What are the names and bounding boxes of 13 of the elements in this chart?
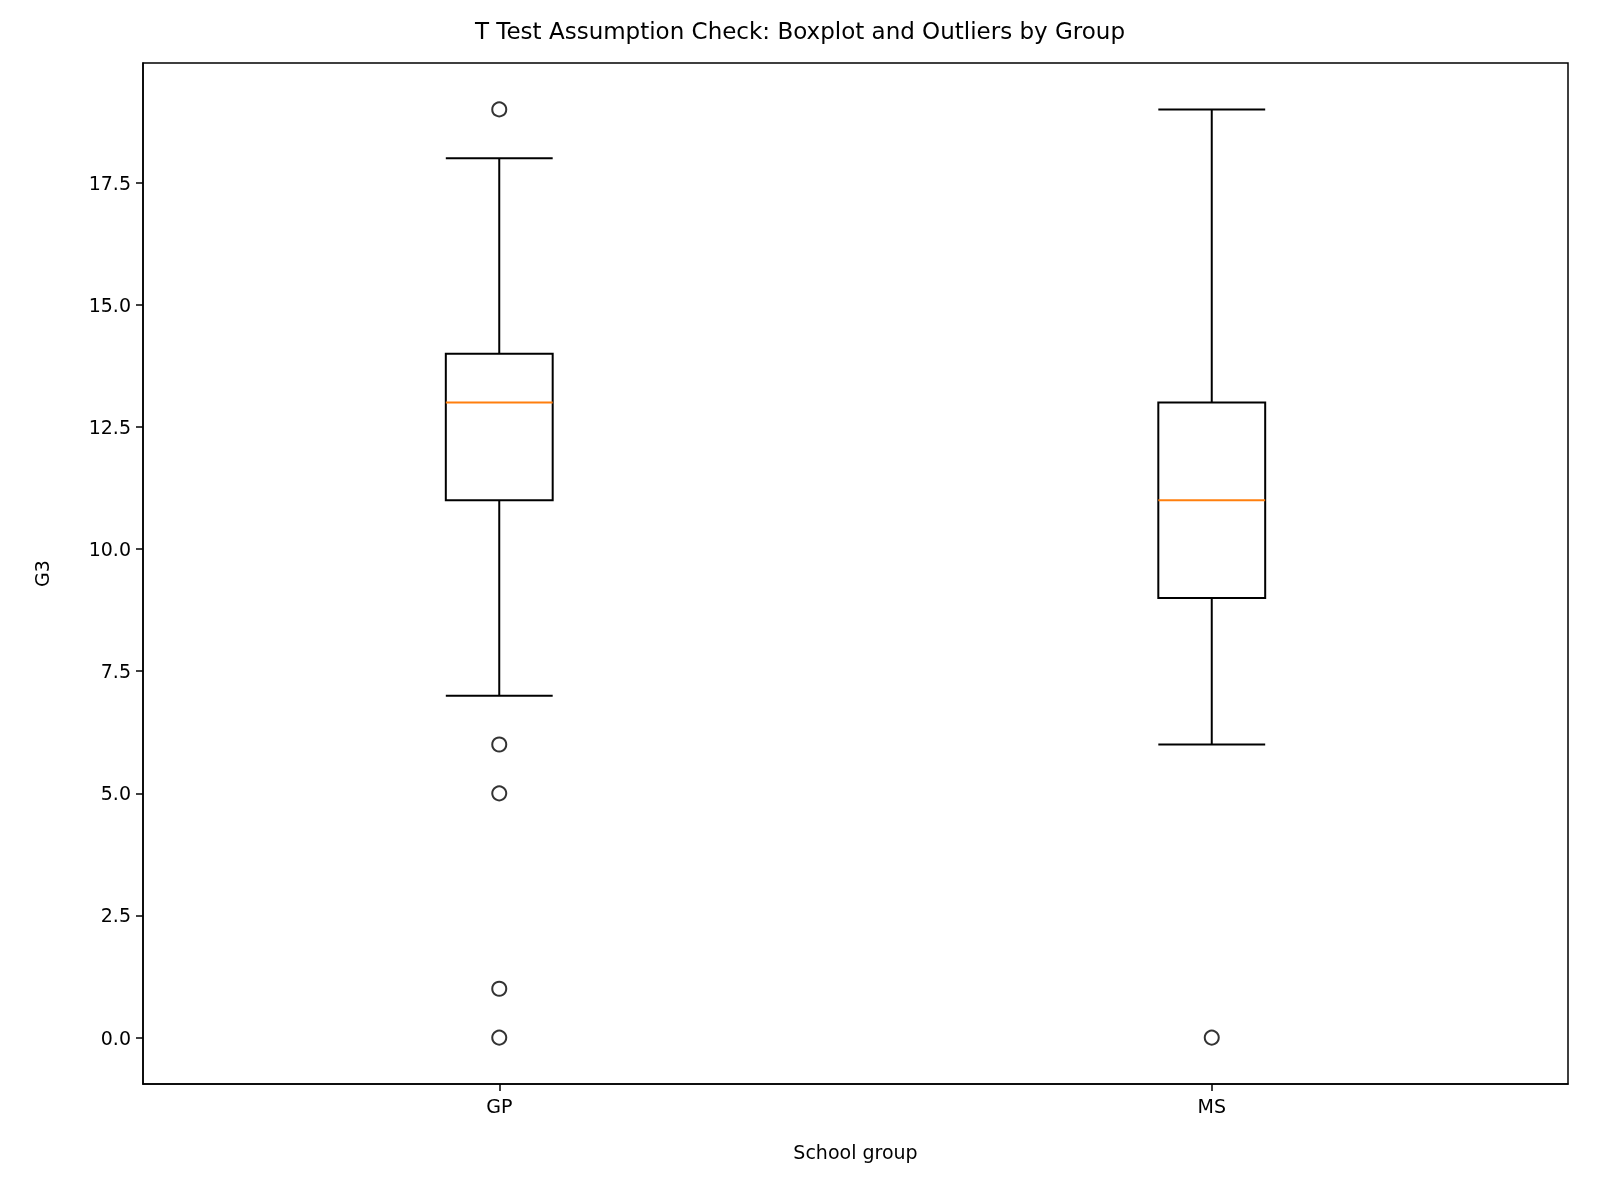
y-tick-label: 17.5 [88,171,131,194]
y-axis-title: G3 [30,560,53,587]
y-tick-label: 0.0 [100,1026,131,1049]
y-tick-label: 10.0 [88,538,131,561]
x-tick-label: GP [486,1094,513,1117]
x-tick-label: MS [1197,1094,1226,1117]
y-tick-label: 2.5 [100,904,131,927]
y-tick-label: 15.0 [88,293,131,316]
y-tick-label: 7.5 [100,660,131,683]
y-tick-label: 5.0 [100,782,131,805]
y-tick-label: 12.5 [88,415,131,438]
x-axis-title: School group [793,1140,918,1163]
chart-title: T Test Assumption Check: Boxplot and Outliers by Group [473,17,1126,44]
